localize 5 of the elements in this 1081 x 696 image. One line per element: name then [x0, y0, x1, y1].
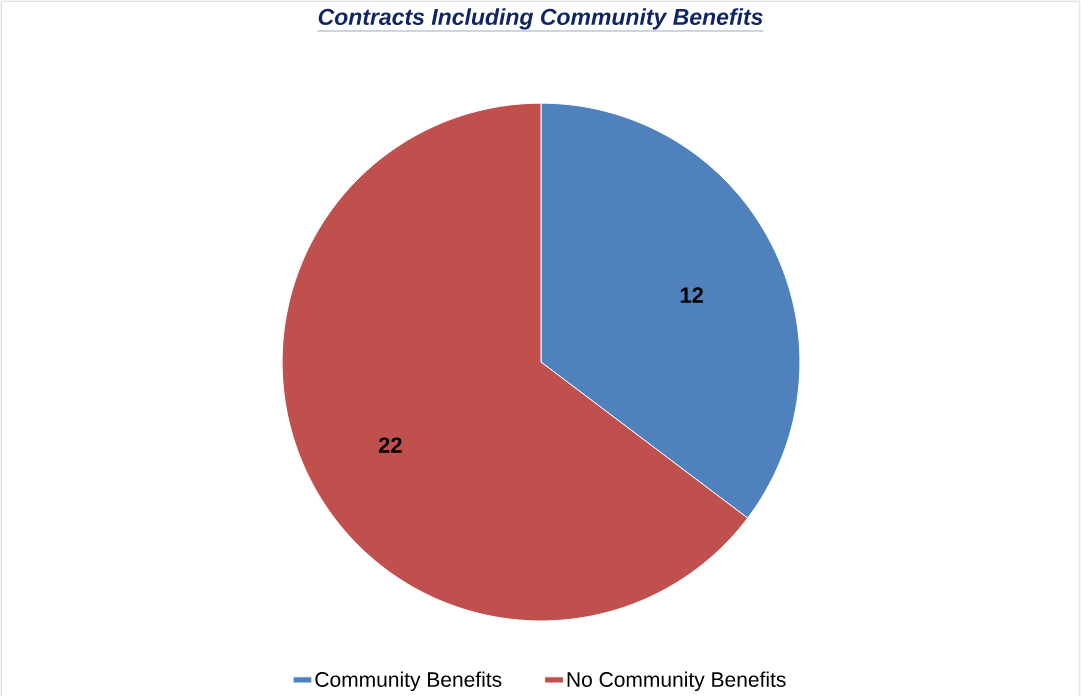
data-label: 22 — [378, 437, 402, 453]
legend-label: No Community Benefits — [567, 671, 786, 691]
chart-title: Contracts Including Community Benefits — [318, 7, 763, 30]
legend-label: Community Benefits — [315, 671, 502, 691]
data-label: 12 — [680, 287, 703, 303]
